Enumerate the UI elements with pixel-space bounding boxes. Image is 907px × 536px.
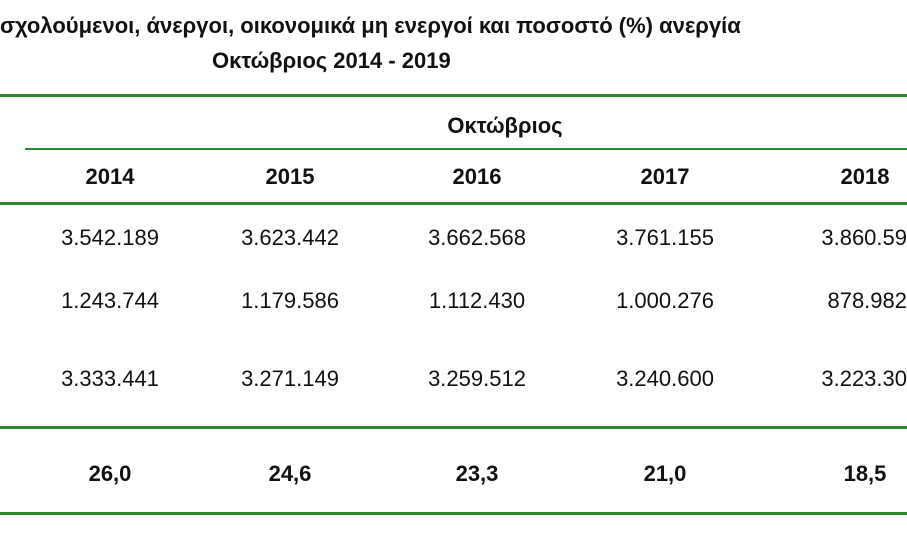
unemployment-rate-2016: 23,3 bbox=[455, 461, 499, 486]
table-cell: 1.000.276 bbox=[616, 288, 714, 313]
table-cell: 1.179.586 bbox=[241, 288, 339, 313]
top-rule bbox=[0, 94, 907, 97]
table-cell: 3.271.149 bbox=[241, 366, 339, 391]
unemployment-rate-2018: 18,5 bbox=[843, 461, 887, 486]
table-subtitle: Οκτώβριος 2014 - 2019 bbox=[212, 48, 451, 73]
table-cell: 3.761.155 bbox=[616, 225, 714, 250]
table-cell: 3.623.442 bbox=[241, 225, 339, 250]
table-cell: 3.333.441 bbox=[61, 366, 159, 391]
totals-top-rule bbox=[0, 426, 907, 429]
table-title: σχολούμενοι, άνεργοι, οικονομικά μη ενερ… bbox=[0, 13, 741, 38]
year-header-2016: 2016 bbox=[452, 164, 502, 189]
header-rule bbox=[0, 202, 907, 205]
group-header-rule bbox=[25, 148, 907, 150]
table-cell: 1.112.430 bbox=[428, 288, 526, 313]
table-cell: 878.982 bbox=[827, 288, 907, 313]
table-cell: 3.662.568 bbox=[428, 225, 526, 250]
unemployment-rate-2014: 26,0 bbox=[88, 461, 132, 486]
year-header-2014: 2014 bbox=[85, 164, 135, 189]
unemployment-rate-2015: 24,6 bbox=[268, 461, 312, 486]
table-cell: 3.259.512 bbox=[428, 366, 526, 391]
year-header-2018: 2018 bbox=[840, 164, 890, 189]
year-header-2017: 2017 bbox=[640, 164, 690, 189]
table-cell: 3.240.600 bbox=[616, 366, 714, 391]
year-header-2015: 2015 bbox=[265, 164, 315, 189]
table-cell: 3.223.30 bbox=[821, 366, 907, 391]
bottom-rule bbox=[0, 512, 907, 515]
table-cell: 3.542.189 bbox=[61, 225, 159, 250]
table-cell: 1.243.744 bbox=[61, 288, 159, 313]
table-cell: 3.860.59 bbox=[821, 225, 907, 250]
unemployment-rate-2017: 21,0 bbox=[643, 461, 687, 486]
group-header-october: Οκτώβριος bbox=[447, 113, 563, 138]
